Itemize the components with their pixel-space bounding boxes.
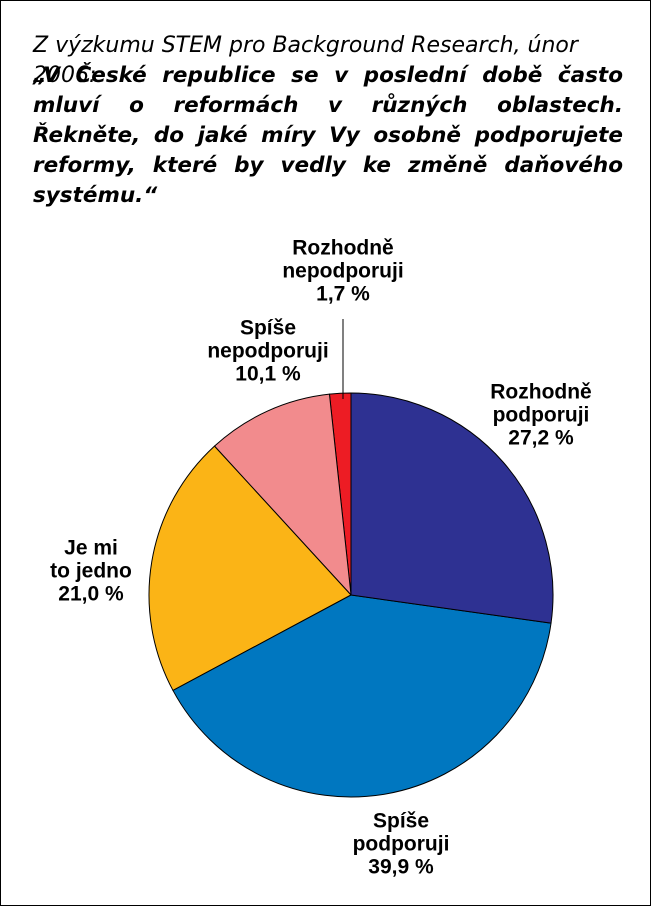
category-name: Je mi to jedno <box>50 536 132 583</box>
pie-slice <box>350 392 554 624</box>
value-label: 21,0 % <box>58 582 124 606</box>
slice-label: Rozhodně nepodporuji 1,7 % <box>282 237 403 306</box>
value-label: 1,7 % <box>316 282 370 306</box>
value-label: 39,9 % <box>368 855 434 879</box>
pie-slice <box>148 445 352 692</box>
category-name: Rozhodně nepodporuji <box>282 236 404 283</box>
category-name: Spíše podporuji <box>352 809 450 856</box>
pie-slice <box>172 594 552 798</box>
slice-label: Spíše nepodporuji 10,1 % <box>207 317 328 386</box>
chart-title: Z výzkumu STEM pro Background Research, … <box>33 33 578 88</box>
slice-label: Rozhodně podporuji 27,2 % <box>490 381 591 450</box>
slice-label: Spíše podporuji 39,9 % <box>353 810 450 879</box>
chart-subtitle: „V České republice se v poslední době ča… <box>33 63 623 208</box>
category-name: Rozhodně podporuji <box>490 380 592 427</box>
category-name: Spíše nepodporuji <box>207 316 329 363</box>
value-label: 10,1 % <box>235 362 301 386</box>
pie-slice <box>213 393 352 597</box>
value-label: 27,2 % <box>508 426 574 450</box>
slice-label: Je mi to jedno 21,0 % <box>50 537 132 606</box>
